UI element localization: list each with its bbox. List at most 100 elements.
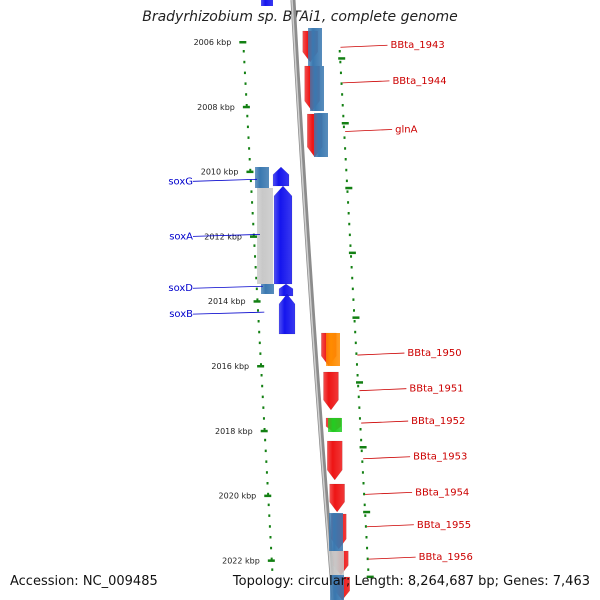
track-dot xyxy=(341,104,344,107)
track-dot xyxy=(353,320,356,323)
scale-tick xyxy=(267,559,275,562)
topology-text: Topology: circular; Length: 8,264,687 bp… xyxy=(232,574,590,589)
scale-tick xyxy=(253,300,261,303)
track-dot xyxy=(251,201,254,204)
scale-tick-minor xyxy=(352,316,360,319)
accession-text: Accession: NC_009485 xyxy=(10,574,158,589)
label-leader-line xyxy=(192,311,265,315)
track-dot xyxy=(257,309,260,312)
label-leader-line xyxy=(366,524,414,528)
track-dot xyxy=(268,514,271,517)
track-dot xyxy=(261,395,264,399)
gene-cds xyxy=(330,575,344,600)
track-dot xyxy=(262,406,265,409)
left-gene-labels: soxG soxA soxD soxB xyxy=(168,176,265,320)
track-dot xyxy=(342,114,345,118)
scale-tick-label: 2014 kbp xyxy=(208,297,246,306)
track-dot xyxy=(351,287,354,291)
track-dot xyxy=(348,233,351,237)
gene-pseudo xyxy=(330,551,344,575)
scale-tick xyxy=(250,235,258,238)
label-leader-line xyxy=(342,80,390,84)
gene-cds xyxy=(308,28,322,66)
label-leader-line xyxy=(361,420,409,424)
track-dot xyxy=(265,460,268,463)
label-leader-line xyxy=(340,44,388,48)
track-dot xyxy=(269,536,272,539)
scale-tick xyxy=(264,494,272,498)
track-dot xyxy=(355,363,358,366)
track-dot xyxy=(366,557,369,561)
gene-cds xyxy=(261,284,274,294)
track-dot xyxy=(339,71,342,75)
track-dot xyxy=(251,212,254,215)
gene-reverse xyxy=(327,440,343,481)
track-dot xyxy=(360,449,363,453)
track-dot xyxy=(355,352,358,355)
track-dot xyxy=(262,417,265,420)
track-dot xyxy=(263,428,266,431)
scale-tick xyxy=(242,105,250,109)
track-dot xyxy=(343,136,346,139)
scale-tick-label: 2010 kbp xyxy=(201,168,239,177)
track-dot xyxy=(351,276,354,280)
scale-tick xyxy=(260,429,268,433)
track-dot xyxy=(243,60,246,64)
track-dot xyxy=(254,266,257,269)
track-dot xyxy=(346,190,349,193)
track-dot xyxy=(357,384,360,388)
label-leader-line xyxy=(192,234,261,237)
track-dot xyxy=(248,147,251,150)
track-dot xyxy=(347,201,350,204)
gene-forward xyxy=(278,293,296,335)
scale-tick-label: 2006 kbp xyxy=(194,38,232,47)
track-dot xyxy=(245,104,248,107)
gene-reverse xyxy=(323,371,339,411)
right-dot-track xyxy=(338,50,370,571)
gene-label-soxA: soxA xyxy=(169,231,193,242)
scale-tick-label: 2020 kbp xyxy=(219,492,257,501)
track-dot xyxy=(358,406,361,409)
track-dot xyxy=(352,298,355,301)
track-dot xyxy=(249,179,252,183)
track-dot xyxy=(253,244,256,247)
track-dot xyxy=(258,330,261,334)
track-dot xyxy=(259,352,262,355)
track-dot xyxy=(350,255,353,258)
track-dot xyxy=(248,158,251,161)
track-dot xyxy=(271,568,274,571)
track-dot xyxy=(338,50,341,53)
gene-rna xyxy=(326,333,340,366)
gene-label-BBta_1953: BBta_1953 xyxy=(413,452,467,463)
scale-tick-minor xyxy=(345,186,353,190)
track-dot xyxy=(366,546,369,550)
gene-forward xyxy=(261,0,273,6)
track-dot xyxy=(267,503,270,507)
gene-label-BBta_1943: BBta_1943 xyxy=(390,40,444,51)
track-dot xyxy=(349,244,352,247)
gene-label-BBta_1952: BBta_1952 xyxy=(411,416,465,427)
scale-tick-label: 2008 kbp xyxy=(197,103,235,112)
track-dot xyxy=(264,438,267,442)
track-dot xyxy=(345,168,348,172)
track-dot xyxy=(252,222,255,226)
track-dot xyxy=(344,147,347,150)
gene-cds xyxy=(310,66,324,111)
track-dot xyxy=(244,82,247,85)
scale-tick-minor xyxy=(338,57,346,60)
track-dot xyxy=(268,525,271,528)
track-dot xyxy=(255,276,258,280)
track-dot xyxy=(347,212,350,215)
gene-forward xyxy=(273,185,293,285)
gene-forward xyxy=(278,283,294,297)
track-dot xyxy=(365,536,368,539)
gene-cds xyxy=(329,513,343,551)
track-dot xyxy=(247,136,250,139)
track-dot xyxy=(246,114,249,118)
gene-trna xyxy=(328,418,342,432)
gene-reverse xyxy=(329,483,345,513)
track-dot xyxy=(363,492,366,496)
track-dot xyxy=(350,266,353,269)
track-dot xyxy=(353,309,356,312)
